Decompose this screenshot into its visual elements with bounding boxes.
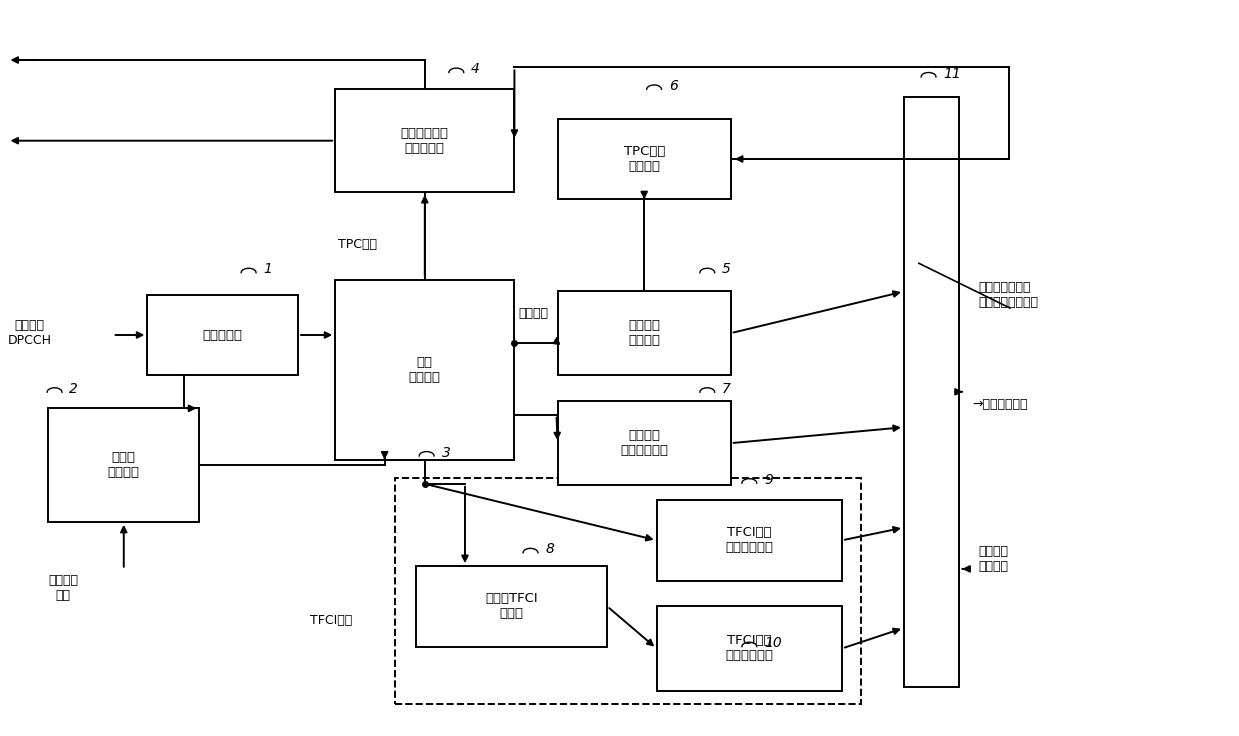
Text: 上行链路
DPCCH: 上行链路 DPCCH [7, 319, 52, 347]
Text: 9: 9 [764, 473, 773, 486]
Bar [558, 118, 731, 199]
Text: 11: 11 [943, 66, 961, 80]
Text: 软决定TFCI
解码器: 软决定TFCI 解码器 [484, 592, 538, 620]
Text: 压缩模式
参数: 压缩模式 参数 [48, 574, 78, 602]
Text: 6: 6 [669, 79, 678, 93]
Text: 1: 1 [264, 262, 273, 276]
Text: TFCI比特
误差确定部分: TFCI比特 误差确定部分 [725, 526, 773, 554]
Text: →同步状态报告: →同步状态报告 [971, 398, 1027, 411]
Bar [147, 294, 299, 375]
Text: TPC码元: TPC码元 [338, 238, 377, 251]
Bar [336, 280, 514, 460]
Bar [394, 478, 861, 704]
Text: 接收比特
确定部分: 接收比特 确定部分 [628, 319, 660, 347]
Text: 5: 5 [722, 262, 731, 276]
Bar [903, 96, 959, 687]
Text: 8: 8 [545, 542, 554, 556]
Bar [336, 89, 514, 192]
Text: TFCI码元: TFCI码元 [311, 615, 353, 628]
Bar [657, 606, 843, 690]
Text: 压缩帧
确定部分: 压缩帧 确定部分 [108, 451, 140, 479]
Text: 解扩处理器: 解扩处理器 [203, 328, 243, 342]
Text: 上行链路无线电
同步状态确定部分: 上行链路无线电 同步状态确定部分 [978, 280, 1038, 308]
Text: 10: 10 [764, 637, 782, 651]
Bar [48, 408, 199, 522]
Text: 码元
确定部分: 码元 确定部分 [409, 355, 441, 384]
Text: 3: 3 [441, 446, 450, 460]
Text: 4: 4 [471, 62, 479, 77]
Text: TFCI解码
特征确定部分: TFCI解码 特征确定部分 [725, 634, 773, 662]
Bar [558, 401, 731, 485]
Bar [657, 500, 843, 581]
Text: 导频比特
误差确定部分: 导频比特 误差确定部分 [621, 429, 668, 457]
Text: 7: 7 [722, 382, 731, 396]
Text: 同步状态
确定参数: 同步状态 确定参数 [978, 545, 1009, 573]
Bar [558, 291, 731, 375]
Text: TPC比特
确定部分: TPC比特 确定部分 [623, 145, 665, 173]
Text: 下行链路发送
功率控制器: 下行链路发送 功率控制器 [400, 127, 449, 155]
Text: 2: 2 [69, 382, 78, 396]
Text: 导频码元: 导频码元 [518, 308, 548, 320]
Bar [415, 566, 607, 647]
